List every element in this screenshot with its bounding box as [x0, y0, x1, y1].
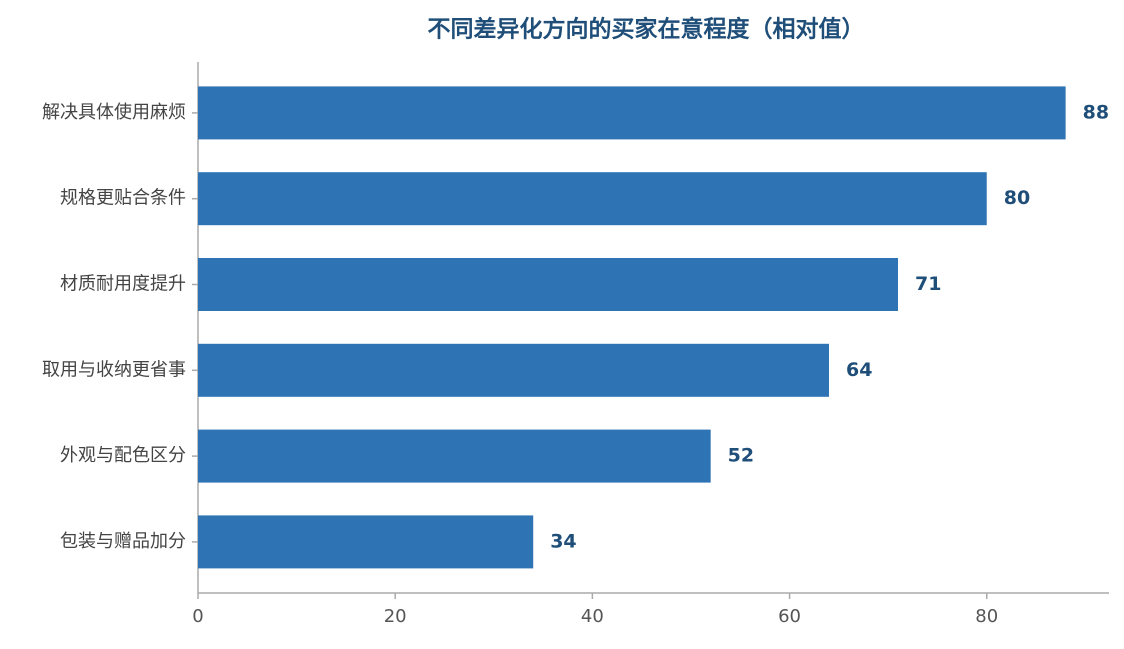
y-tick-label: 材质耐用度提升 [60, 274, 186, 295]
y-tick-label: 包装与赠品加分 [60, 531, 186, 552]
value-label: 88 [1083, 101, 1109, 123]
x-tick-label: 20 [384, 606, 407, 627]
y-tick-label: 取用与收纳更省事 [42, 359, 186, 380]
value-label: 71 [915, 273, 941, 295]
bar [198, 258, 899, 311]
x-tick-label: 60 [778, 606, 801, 627]
value-label: 52 [728, 445, 754, 467]
bar [198, 86, 1066, 140]
bar [198, 429, 711, 483]
value-label: 34 [550, 530, 576, 552]
bar [198, 172, 987, 226]
y-tick-label: 外观与配色区分 [60, 445, 186, 466]
chart-title: 不同差异化方向的买家在意程度（相对值） [428, 16, 865, 43]
value-label: 80 [1004, 187, 1030, 209]
x-tick-label: 80 [975, 606, 998, 627]
y-tick-label: 解决具体使用麻烦 [42, 102, 186, 123]
x-tick-label: 40 [581, 606, 604, 627]
x-tick-label: 0 [192, 606, 203, 627]
bar [198, 343, 829, 397]
y-tick-label: 规格更贴合条件 [60, 188, 186, 209]
value-label: 64 [846, 359, 872, 381]
bar [198, 515, 534, 569]
